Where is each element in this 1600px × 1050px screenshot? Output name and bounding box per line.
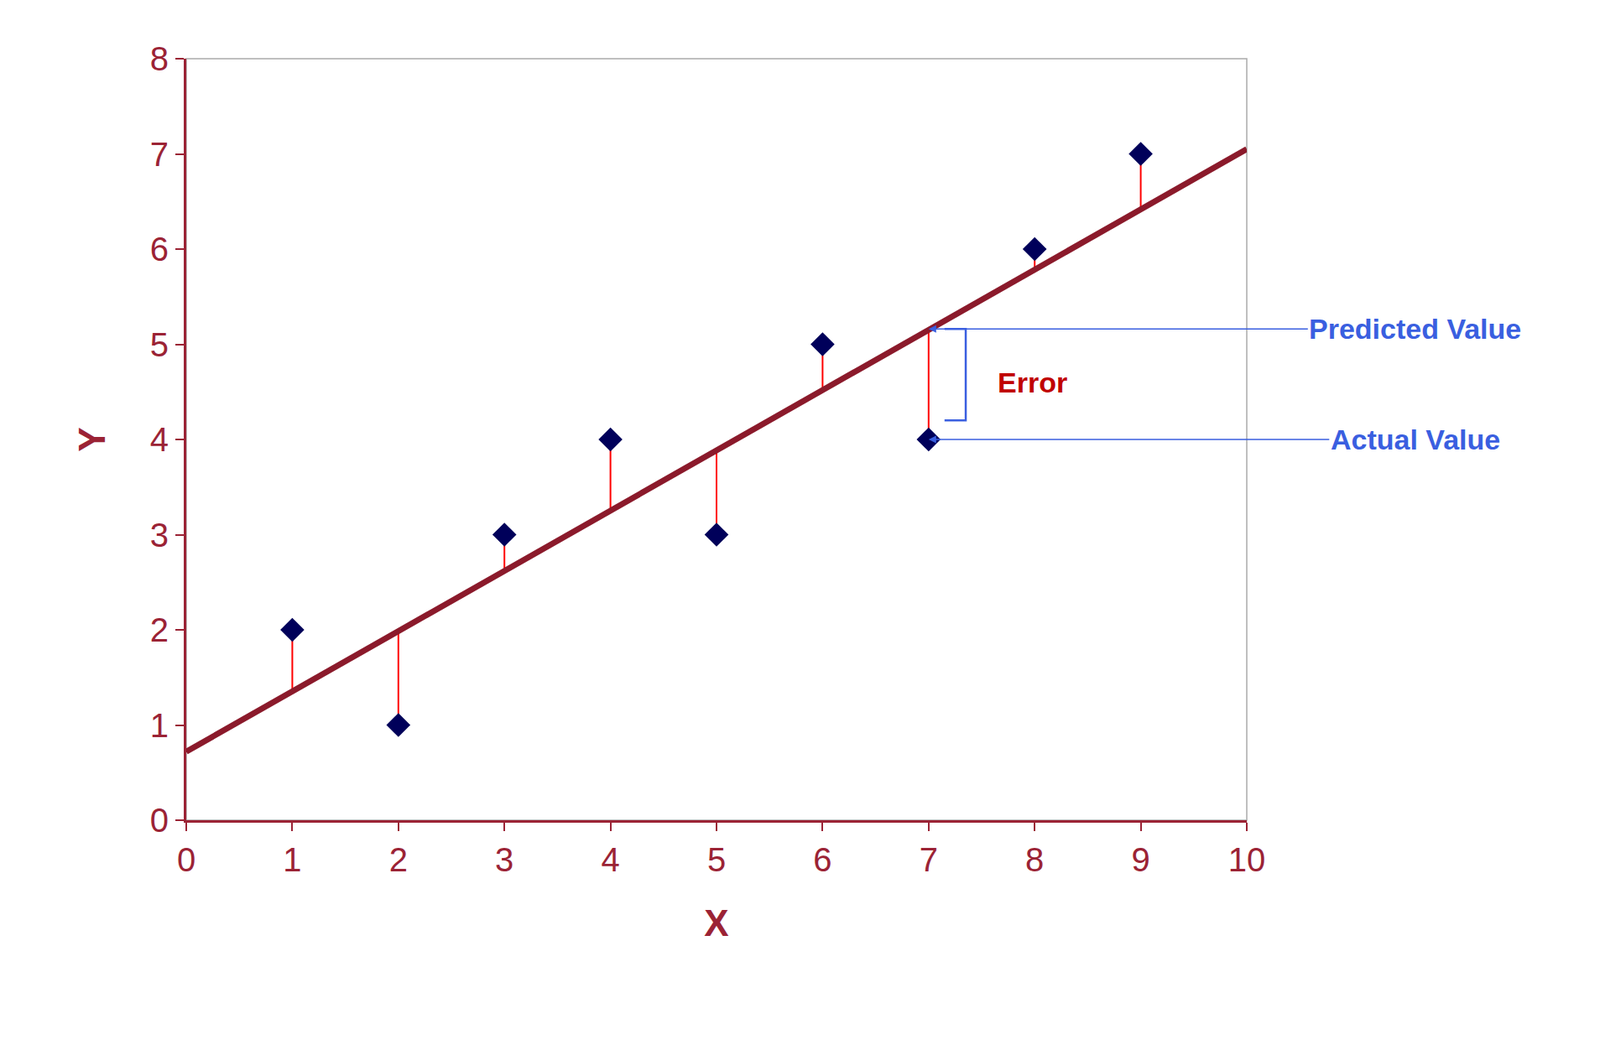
svg-text:3: 3 [495, 841, 514, 879]
svg-text:2: 2 [389, 841, 408, 879]
svg-text:9: 9 [1130, 841, 1150, 879]
svg-text:5: 5 [707, 841, 726, 879]
svg-text:2: 2 [150, 611, 169, 649]
svg-text:6: 6 [150, 230, 169, 268]
svg-text:8: 8 [150, 40, 169, 78]
svg-text:Y: Y [71, 427, 113, 452]
svg-text:Error: Error [997, 366, 1068, 399]
svg-text:0: 0 [150, 802, 169, 840]
svg-text:1: 1 [150, 707, 169, 745]
svg-text:7: 7 [919, 841, 939, 879]
svg-text:3: 3 [150, 516, 169, 554]
svg-text:6: 6 [813, 841, 832, 879]
svg-text:4: 4 [600, 841, 620, 879]
svg-text:10: 10 [1228, 841, 1267, 879]
svg-text:4: 4 [150, 421, 169, 459]
svg-text:Actual Value: Actual Value [1330, 423, 1501, 456]
svg-text:8: 8 [1025, 841, 1044, 879]
svg-text:X: X [703, 902, 729, 944]
svg-text:7: 7 [150, 135, 169, 173]
svg-text:0: 0 [177, 841, 196, 879]
svg-text:5: 5 [150, 326, 169, 364]
svg-text:Predicted Value: Predicted Value [1308, 312, 1522, 345]
svg-text:1: 1 [282, 841, 302, 879]
